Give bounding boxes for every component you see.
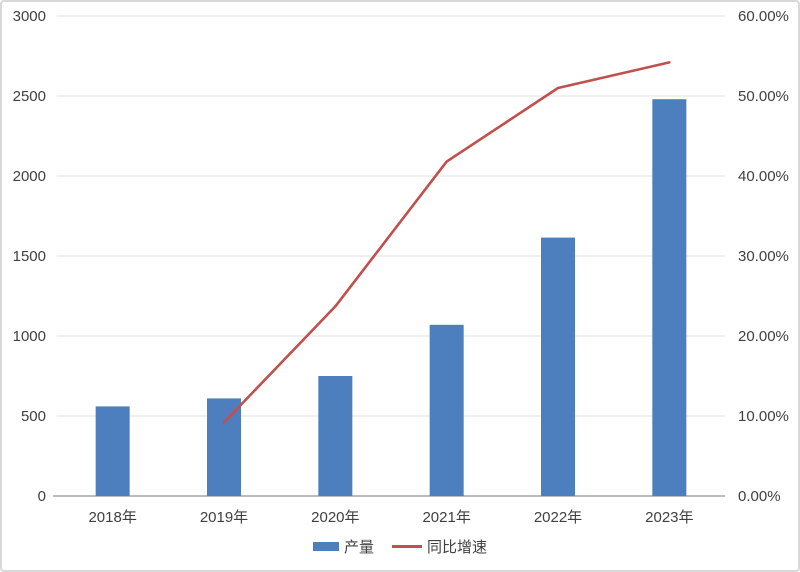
production-bar — [207, 398, 241, 496]
left-axis-tick-label: 2500 — [13, 88, 46, 105]
left-axis-tick-label: 2000 — [13, 168, 46, 185]
x-axis-tick-label: 2021年 — [422, 509, 470, 526]
growth-line-swatch-icon — [392, 545, 422, 548]
x-axis-tick-label: 2019年 — [200, 509, 248, 526]
left-axis-tick-label: 1500 — [13, 248, 46, 265]
x-axis-tick-label: 2023年 — [645, 509, 693, 526]
right-axis-tick-label: 60.00% — [738, 8, 789, 25]
legend-item-production: 产量 — [312, 536, 374, 557]
right-axis-tick-label: 40.00% — [738, 168, 789, 185]
x-axis-tick-label: 2018年 — [88, 509, 136, 526]
growth-rate-line — [222, 61, 671, 424]
production-bar — [318, 376, 353, 496]
right-axis-tick-label: 30.00% — [738, 248, 789, 265]
right-axis-tick-label: 50.00% — [738, 88, 789, 105]
left-axis-tick-label: 3000 — [13, 8, 46, 25]
chart-legend: 产量 同比增速 — [2, 536, 798, 557]
legend-growth-label: 同比增速 — [427, 539, 488, 556]
right-axis-tick-label: 20.00% — [738, 328, 789, 345]
left-axis-tick-label: 1000 — [13, 328, 46, 345]
production-bar — [95, 406, 130, 496]
right-axis-tick-label: 10.00% — [738, 408, 789, 425]
left-axis-tick-label: 0 — [38, 488, 46, 505]
right-axis-tick-label: 0.00% — [738, 488, 781, 505]
production-bar-swatch-icon — [312, 542, 339, 551]
left-axis-tick-label: 500 — [21, 408, 46, 425]
production-bar — [429, 324, 464, 496]
x-axis-tick-label: 2022年 — [534, 509, 582, 526]
x-axis-tick-label: 2020年 — [311, 509, 359, 526]
legend-item-growth: 同比增速 — [392, 536, 487, 557]
production-bar — [541, 237, 575, 496]
legend-production-label: 产量 — [343, 539, 374, 556]
production-bar — [652, 99, 687, 496]
